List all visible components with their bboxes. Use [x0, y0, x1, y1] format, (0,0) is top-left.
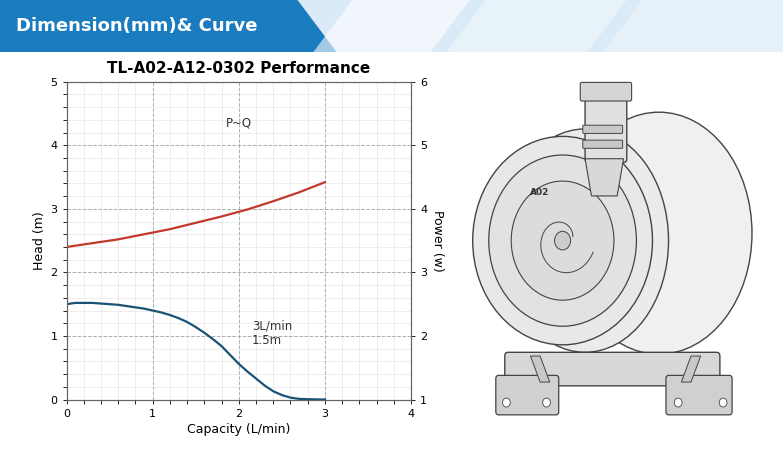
- Circle shape: [473, 136, 652, 345]
- Text: 3L/min: 3L/min: [252, 320, 292, 333]
- Text: A02: A02: [530, 188, 550, 197]
- Circle shape: [720, 398, 727, 407]
- Polygon shape: [0, 0, 337, 52]
- Circle shape: [543, 398, 550, 407]
- X-axis label: Capacity (L/min): Capacity (L/min): [187, 423, 290, 436]
- Y-axis label: Power (w): Power (w): [431, 210, 444, 271]
- Y-axis label: Head (m): Head (m): [33, 211, 46, 270]
- Title: TL-A02-A12-0302 Performance: TL-A02-A12-0302 Performance: [107, 61, 370, 76]
- FancyBboxPatch shape: [666, 375, 732, 415]
- FancyBboxPatch shape: [496, 375, 559, 415]
- Ellipse shape: [566, 112, 752, 354]
- Circle shape: [489, 155, 637, 326]
- Circle shape: [554, 232, 571, 250]
- Polygon shape: [313, 0, 470, 52]
- Polygon shape: [282, 0, 783, 52]
- FancyBboxPatch shape: [583, 125, 622, 133]
- FancyBboxPatch shape: [585, 88, 626, 163]
- Polygon shape: [585, 159, 623, 196]
- Ellipse shape: [502, 129, 669, 352]
- Polygon shape: [603, 0, 783, 52]
- Text: P~Q: P~Q: [226, 116, 252, 129]
- Polygon shape: [681, 356, 701, 382]
- Circle shape: [674, 398, 682, 407]
- Text: 1.5m: 1.5m: [252, 334, 282, 346]
- FancyBboxPatch shape: [505, 352, 720, 386]
- Text: Dimension(mm)& Curve: Dimension(mm)& Curve: [16, 17, 257, 35]
- Polygon shape: [531, 356, 550, 382]
- Circle shape: [503, 398, 511, 407]
- FancyBboxPatch shape: [580, 83, 632, 101]
- FancyBboxPatch shape: [583, 140, 622, 148]
- Polygon shape: [446, 0, 626, 52]
- Circle shape: [511, 181, 614, 300]
